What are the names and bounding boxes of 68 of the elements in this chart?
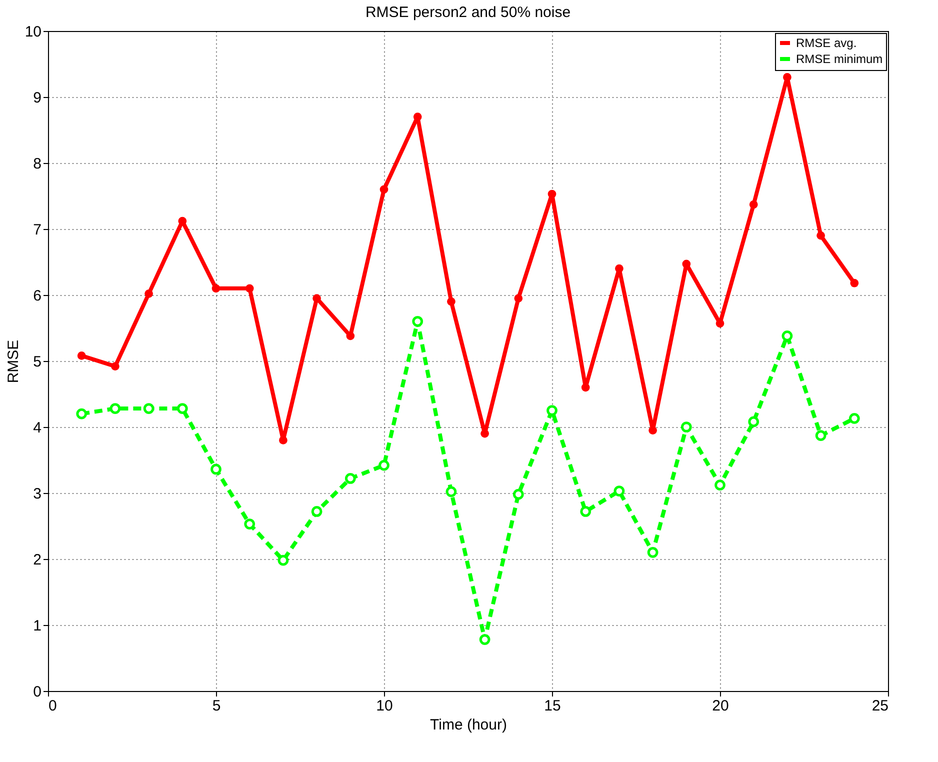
y-tick-label: 8 xyxy=(33,156,42,172)
x-tick-label: 25 xyxy=(872,698,888,714)
point xyxy=(748,416,760,428)
point xyxy=(614,486,625,496)
y-tick-label: 5 xyxy=(33,354,42,370)
point xyxy=(311,506,322,517)
point xyxy=(110,403,121,414)
point xyxy=(716,319,724,328)
y-tick-label: 2 xyxy=(33,552,42,568)
point xyxy=(77,352,86,360)
point xyxy=(581,383,590,392)
point xyxy=(143,403,154,414)
legend-label: RMSE minimum xyxy=(796,52,883,66)
point xyxy=(446,486,457,498)
y-axis-title: RMSE xyxy=(4,340,22,384)
point xyxy=(380,185,388,194)
point xyxy=(850,278,859,288)
x-tick-label: 10 xyxy=(376,698,393,714)
point xyxy=(749,200,758,209)
point xyxy=(580,506,592,517)
y-tick-label: 9 xyxy=(33,90,42,106)
x-tick-label: 5 xyxy=(212,698,221,714)
point xyxy=(546,405,558,416)
x-tick-label: 20 xyxy=(712,698,729,714)
point xyxy=(111,362,120,370)
point xyxy=(212,284,220,293)
point xyxy=(76,408,88,420)
x-tick-label: 15 xyxy=(544,698,561,714)
point xyxy=(245,284,254,293)
chart-title: RMSE person2 and 50% noise xyxy=(365,4,571,21)
point xyxy=(312,294,321,302)
point xyxy=(176,403,188,414)
point xyxy=(816,231,825,240)
point xyxy=(344,473,356,484)
point xyxy=(548,190,556,198)
legend-label: RMSE avg. xyxy=(796,36,857,50)
point xyxy=(514,294,523,302)
point xyxy=(278,554,289,566)
point xyxy=(647,546,658,558)
y-tick-label: 6 xyxy=(33,288,42,304)
x-tick-label: 0 xyxy=(48,698,57,714)
point xyxy=(412,316,424,327)
point xyxy=(783,73,792,82)
y-tick-label: 7 xyxy=(33,222,42,238)
x-axis-title: Time (hour) xyxy=(430,716,507,734)
y-tick-label: 3 xyxy=(33,486,42,502)
point xyxy=(479,634,490,645)
point xyxy=(848,412,860,424)
point xyxy=(815,430,826,442)
point xyxy=(682,260,691,268)
point xyxy=(714,480,726,491)
point xyxy=(210,464,222,475)
y-tick-label: 0 xyxy=(33,684,42,700)
point xyxy=(413,112,422,121)
point xyxy=(680,422,692,432)
point xyxy=(648,426,657,434)
point xyxy=(615,264,624,273)
y-tick-label: 4 xyxy=(33,420,42,436)
point xyxy=(378,460,390,471)
point xyxy=(346,332,355,340)
point xyxy=(512,488,524,500)
y-tick-label: 1 xyxy=(33,618,42,634)
y-tick-label: 10 xyxy=(24,24,42,40)
point xyxy=(782,330,793,342)
point xyxy=(447,297,456,306)
point xyxy=(244,518,256,530)
point xyxy=(144,290,153,298)
point xyxy=(279,436,288,444)
